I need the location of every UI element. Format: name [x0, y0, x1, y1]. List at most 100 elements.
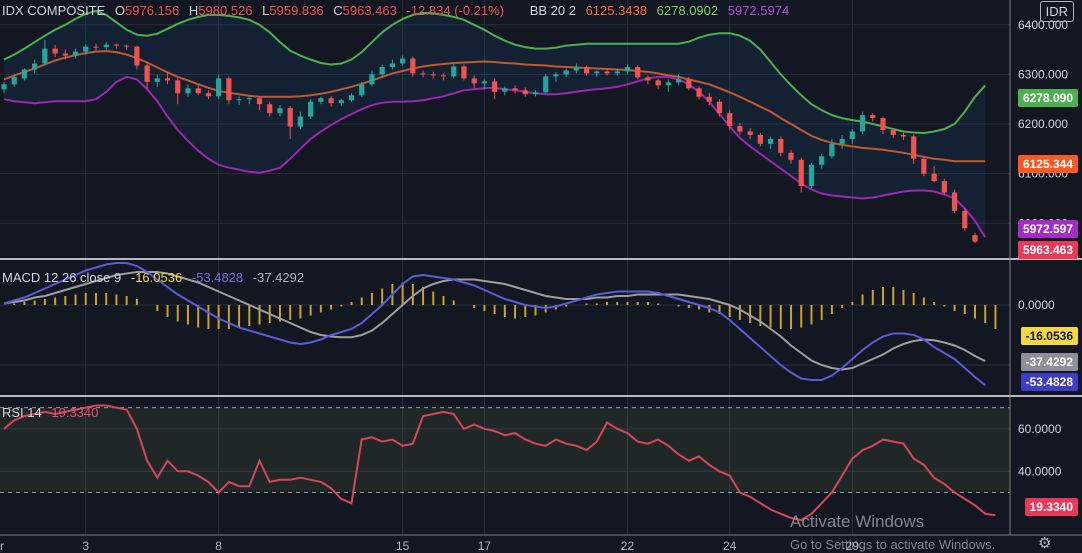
candle-up — [21, 69, 28, 79]
low-value: 5959.836 — [269, 3, 324, 18]
candle-up — [379, 66, 385, 75]
bb-upper-tag: 6278.090 — [1017, 89, 1078, 107]
candle-down — [645, 77, 651, 81]
candle-down — [93, 46, 99, 48]
candle-up — [185, 88, 191, 94]
bb-band-fill — [4, 10, 986, 238]
candle-down — [972, 235, 978, 242]
bb-upper-value: 6278.0902 — [656, 3, 719, 18]
open-value: 5976.156 — [125, 3, 180, 18]
candle-down — [962, 210, 968, 229]
candle-down — [461, 66, 467, 79]
bb-lower-tag: 5972.597 — [1017, 220, 1078, 238]
macd-line — [3, 262, 986, 387]
price-axis[interactable]: 6400.0006300.0006200.0006100.0006000.000… — [1018, 18, 1068, 479]
symbol-title: IDX COMPOSITE — [2, 3, 106, 18]
candle-up — [11, 76, 17, 85]
macd-signal-value: -37.4292 — [252, 270, 305, 285]
last-price-tag: 5963.463 — [1017, 241, 1078, 259]
candle-down — [778, 138, 784, 153]
rsi-value: 19.3340 — [51, 405, 99, 420]
candle-down — [256, 98, 263, 105]
price-legend: IDX COMPOSITE O5976.156 H5980.526 L5959.… — [2, 3, 795, 18]
rsi-legend: RSI 14 19.3340 — [2, 405, 104, 420]
bb-lower-value: 5972.5974 — [727, 3, 790, 18]
candle-down — [737, 126, 743, 132]
time-tick-label: 29 — [846, 539, 860, 553]
time-axis[interactable]: 3 8 15 17 22 24 29 r — [0, 539, 859, 553]
candle-down — [757, 134, 763, 144]
time-tick-label: 3 — [82, 539, 89, 553]
bb-upper-line — [3, 9, 986, 135]
candle-down — [951, 192, 958, 211]
candle-up — [543, 76, 549, 93]
candle-down — [134, 46, 140, 66]
macd-hist-tag: -16.0536 — [1020, 327, 1078, 345]
candle-down — [921, 158, 927, 174]
rsi-line — [3, 404, 996, 522]
close-value: 5963.463 — [342, 3, 397, 18]
currency-button[interactable]: IDR — [1039, 1, 1074, 22]
macd-signal-tag: -37.4292 — [1020, 353, 1078, 371]
candle-up — [859, 115, 866, 132]
candle-down — [492, 81, 498, 92]
candle-down — [226, 78, 232, 101]
candle-up — [72, 51, 79, 56]
candle-down — [113, 44, 120, 46]
rsi-label: RSI 14 — [2, 405, 42, 420]
candle-down — [747, 131, 753, 135]
candle-up — [808, 164, 815, 187]
candle-up — [216, 78, 222, 97]
candle-up — [502, 88, 508, 92]
candle-up — [359, 84, 365, 96]
candle-down — [911, 136, 917, 159]
candle-down — [420, 73, 426, 75]
candle-up — [318, 98, 324, 102]
candle-down — [164, 78, 171, 81]
settings-gear-icon[interactable]: ⚙ — [1038, 535, 1052, 552]
time-tick-label: 15 — [396, 539, 410, 553]
candle-down — [205, 93, 212, 97]
candle-down — [144, 65, 150, 82]
candle-down — [686, 79, 692, 89]
price-tick-label: 6200.000 — [1018, 117, 1068, 131]
time-tick-label: 24 — [723, 539, 737, 553]
candle-up — [103, 44, 109, 48]
candle-up — [389, 63, 395, 67]
candle-down — [900, 134, 907, 137]
candle-down — [696, 88, 702, 97]
rsi-tick-label: 40.0000 — [1018, 464, 1062, 478]
candle-down — [195, 88, 201, 94]
candle-up — [308, 101, 314, 117]
candle-down — [604, 71, 610, 74]
macd-legend: MACD 12 26 close 9 -16.0536 -53.4828 -37… — [2, 270, 310, 285]
candle-up — [624, 66, 631, 72]
candle-up — [32, 63, 38, 70]
time-tick-label-edge: r — [0, 539, 4, 553]
price-pane[interactable] — [1, 9, 987, 244]
pane-dividers[interactable] — [0, 0, 1082, 536]
bb-label: BB 20 2 — [529, 3, 576, 18]
candle-down — [440, 75, 447, 77]
candle-down — [471, 78, 477, 84]
high-value: 5980.526 — [198, 3, 253, 18]
candle-up — [451, 66, 457, 77]
candle-up — [246, 98, 252, 100]
rsi-tag: 19.3340 — [1024, 498, 1078, 516]
candle-down — [328, 98, 334, 104]
candle-down — [870, 115, 876, 119]
candle-up — [594, 71, 600, 74]
candle-up — [614, 71, 620, 74]
candle-down — [706, 96, 712, 102]
candle-up — [839, 138, 845, 144]
candle-up — [675, 79, 682, 83]
candle-down — [430, 74, 436, 76]
candle-up — [348, 95, 355, 101]
time-tick-label: 17 — [478, 539, 492, 553]
close-key: C — [333, 3, 343, 18]
candle-down — [931, 173, 937, 182]
change-value: -12.834 (-0.21%) — [406, 3, 505, 18]
macd-pane[interactable] — [3, 262, 997, 387]
rsi-pane[interactable] — [0, 404, 1010, 522]
